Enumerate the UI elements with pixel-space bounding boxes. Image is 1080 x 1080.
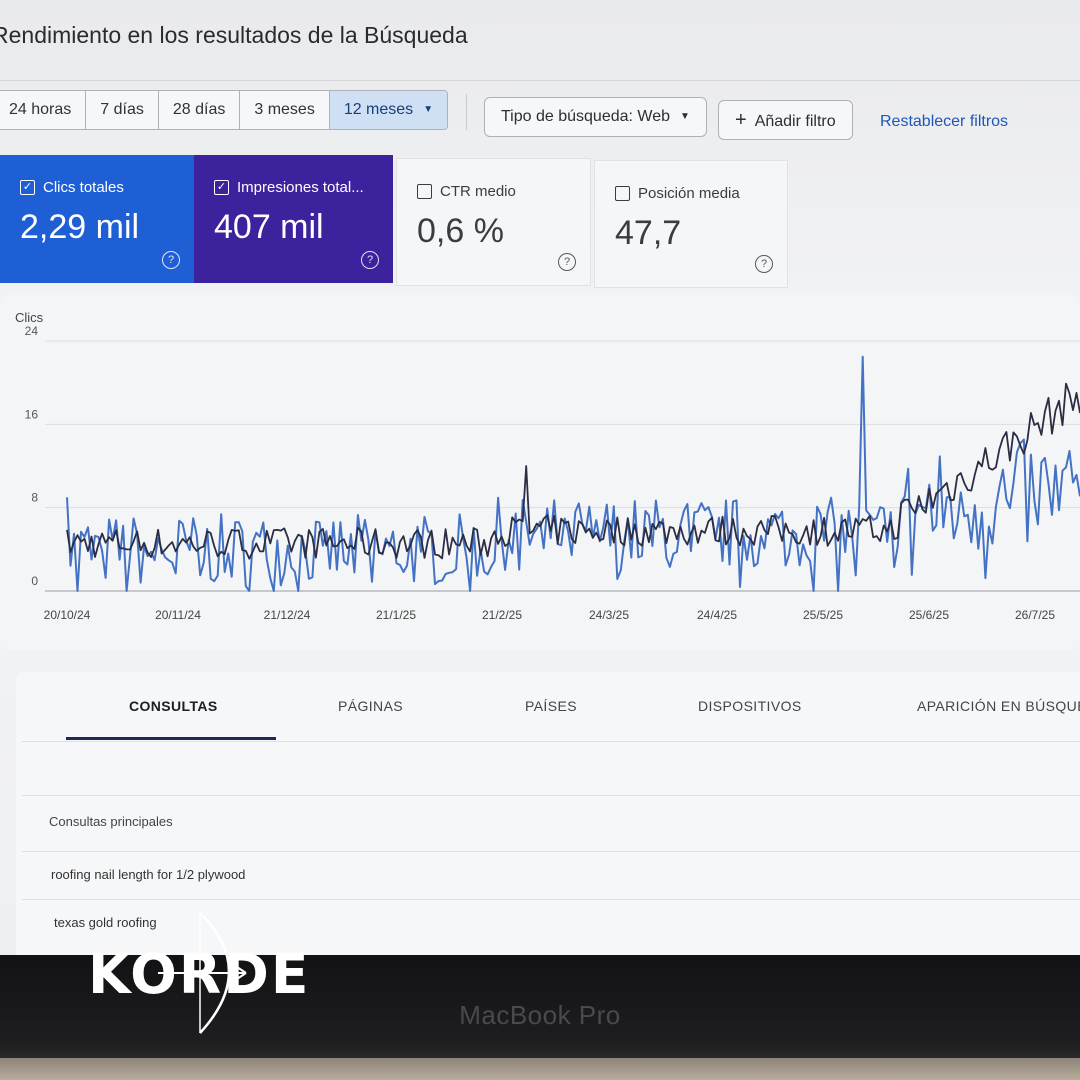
table-divider [22,899,1080,900]
caret-down-icon: ▼ [680,111,690,122]
checkbox-unchecked-icon [615,186,630,201]
y-tick-label: 16 [25,407,39,421]
date-range-selector: 24 horas 7 días 28 días 3 meses 12 meses… [0,90,449,130]
metric-card-clicks[interactable]: ✓ Clics totales 2,29 mil ? [0,155,194,283]
tab-queries[interactable]: CONSULTAS [129,698,218,714]
table-divider [22,851,1080,852]
metric-card-position[interactable]: Posición media 47,7 ? [594,160,788,288]
x-tick-label: 25/6/25 [909,608,949,622]
metric-value: 407 mil [214,208,324,246]
bow-arrow-icon [158,912,247,1034]
tabs-divider [22,741,1080,742]
laptop-base [0,1058,1080,1080]
series-line-clicks [66,355,1080,592]
x-tick-label: 24/3/25 [589,608,629,622]
range-3m[interactable]: 3 meses [240,91,330,129]
range-12m-label: 12 meses [343,101,414,119]
range-24h[interactable]: 24 horas [0,91,87,129]
add-filter-button[interactable]: + Añadir filtro [718,100,853,140]
series-line-impressions [66,382,1080,560]
tab-search-appearance[interactable]: APARICIÓN EN BÚSQUEDA [917,698,1080,714]
y-tick-label: 8 [31,491,38,505]
help-icon[interactable]: ? [558,253,576,271]
range-7d[interactable]: 7 días [86,91,159,129]
active-tab-indicator [66,737,276,740]
tab-countries[interactable]: PAÍSES [525,698,577,714]
search-type-label: Tipo de búsqueda: Web [501,108,671,126]
toolbar-separator [466,94,467,130]
x-tick-label: 24/4/25 [697,608,737,622]
checkbox-checked-icon: ✓ [214,180,229,195]
report-panel [16,672,1080,955]
x-tick-label: 21/12/24 [264,608,311,622]
y-tick-label: 0 [31,574,38,588]
metric-label: Impresiones total... [237,179,364,196]
x-tick-label: 21/2/25 [482,608,522,622]
tab-devices[interactable]: DISPOSITIVOS [698,698,802,714]
table-row-query[interactable]: roofing nail length for 1/2 plywood [51,867,246,882]
range-28d[interactable]: 28 días [159,91,241,129]
x-tick-label: 21/1/25 [376,608,416,622]
help-icon[interactable]: ? [162,251,180,269]
tab-pages[interactable]: PÁGINAS [338,698,404,714]
y-axis-title: Clics [15,310,44,325]
reset-filters-link[interactable]: Restablecer filtros [880,113,1009,130]
metric-label: Posición media [638,185,740,202]
caret-down-icon: ▼ [423,104,434,115]
performance-chart[interactable]: 0 8 16 24 20/10/24 20/11/24 21/12/24 21/1/25 21/… [0,295,1080,635]
checkbox-unchecked-icon [417,184,432,199]
metric-label: CTR medio [440,183,516,200]
metric-card-impressions[interactable]: ✓ Impresiones total... 407 mil ? [194,155,393,283]
checkbox-checked-icon: ✓ [20,180,35,195]
x-tick-label: 20/10/24 [44,608,91,622]
help-icon[interactable]: ? [755,255,773,273]
page-title: Rendimiento en los resultados de la Búsq… [0,22,468,48]
table-row-query[interactable]: texas gold roofing [54,915,157,930]
search-console-screen: Rendimiento en los resultados de la Búsq… [0,0,1080,955]
search-type-dropdown[interactable]: Tipo de búsqueda: Web ▼ [484,97,707,137]
table-header-queries: Consultas principales [49,814,173,829]
korde-logo: KORDE [88,908,328,1038]
metric-value: 2,29 mil [20,208,140,246]
range-12m[interactable]: 12 meses ▼ [329,91,448,129]
table-divider [22,795,1080,796]
metric-card-ctr[interactable]: CTR medio 0,6 % ? [396,158,591,286]
metric-value: 0,6 % [417,212,504,250]
device-label: MacBook Pro [459,1000,621,1030]
y-tick-label: 24 [25,324,39,338]
watermark-text: KORDE [88,942,311,1006]
metric-value: 47,7 [615,214,682,252]
x-tick-label: 20/11/24 [155,608,201,622]
metric-label: Clics totales [43,179,124,196]
add-filter-label: Añadir filtro [754,113,836,130]
help-icon[interactable]: ? [361,251,379,269]
x-tick-label: 25/5/25 [803,608,843,622]
x-tick-label: 26/7/25 [1015,608,1055,622]
plus-icon: + [735,109,747,131]
title-divider [0,80,1080,81]
